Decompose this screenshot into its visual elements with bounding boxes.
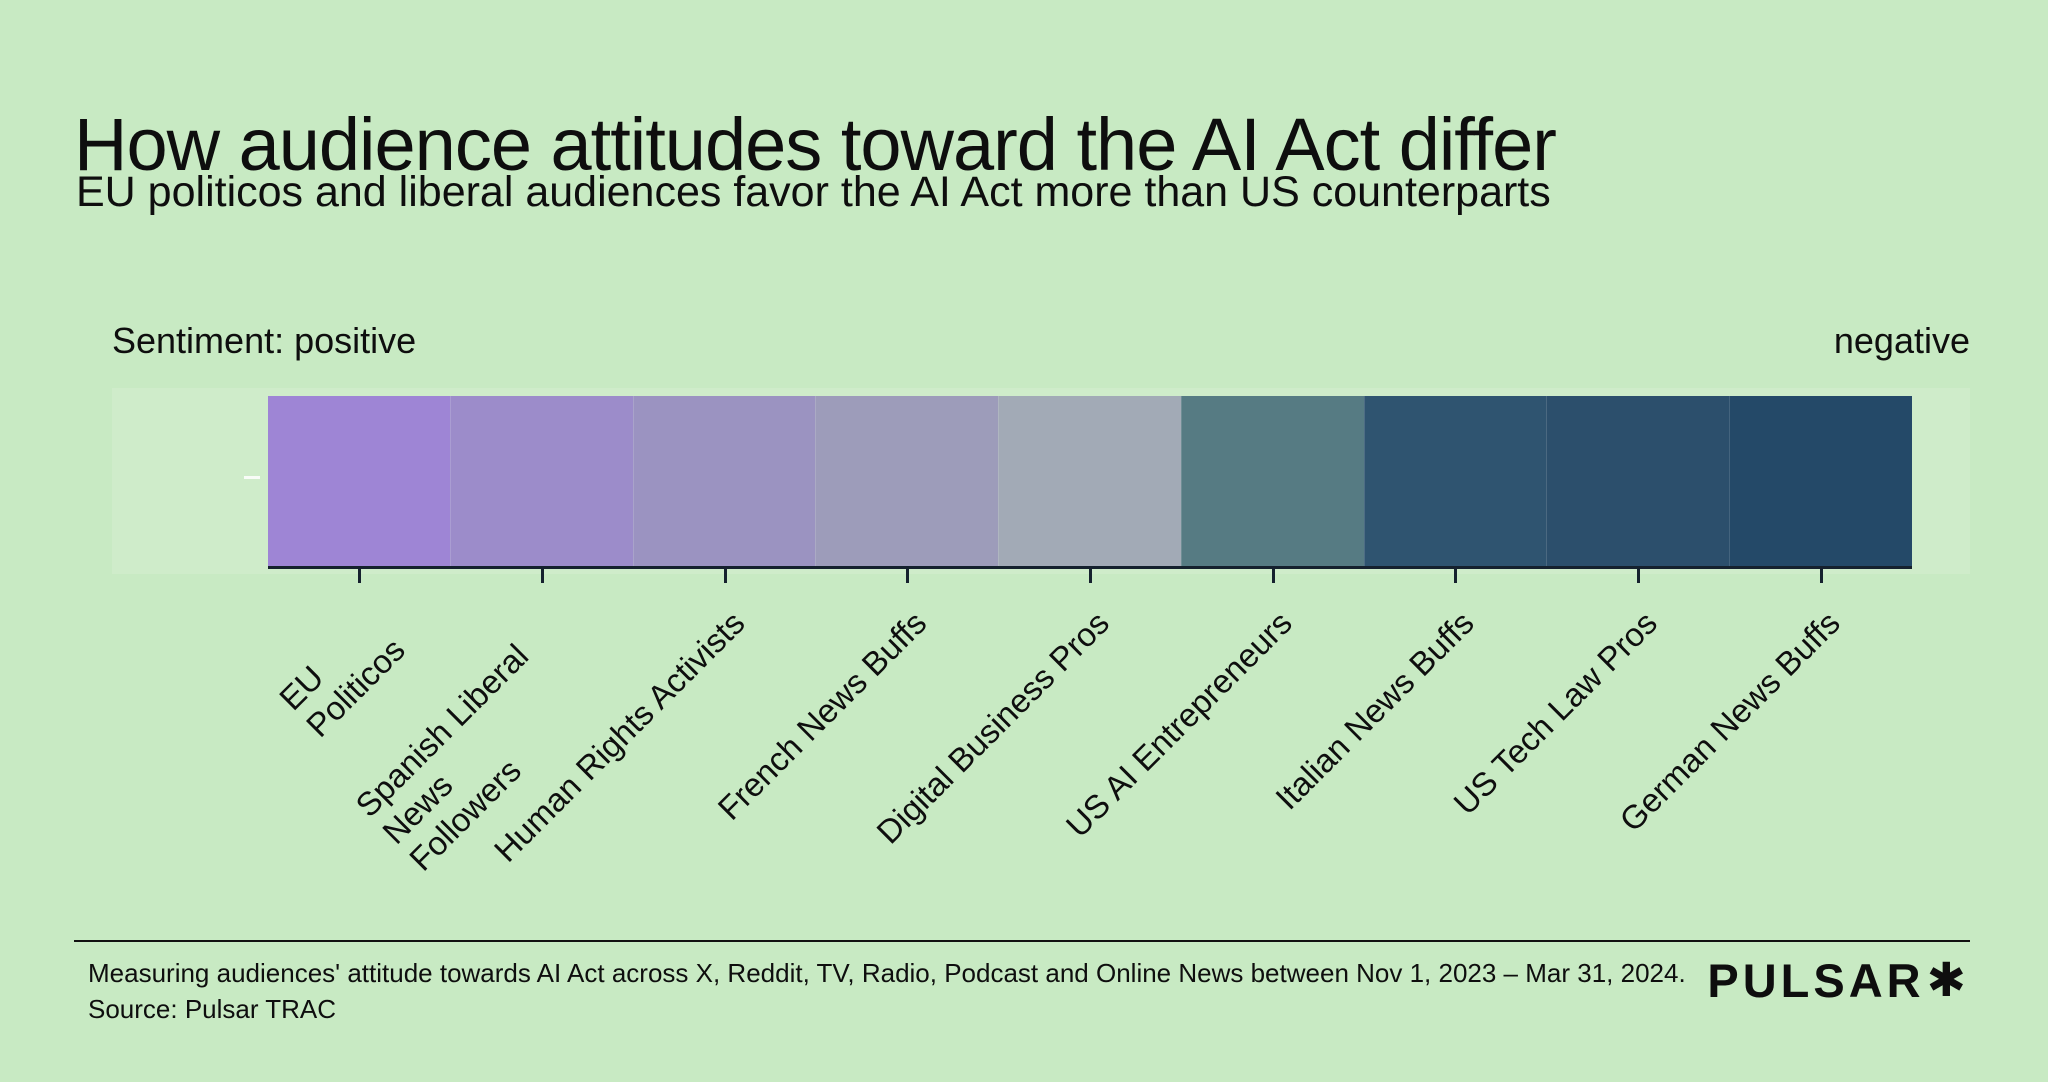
x-axis-label-eu-politicos: EU Politicos: [272, 630, 412, 744]
methodology-note: Measuring audiences' attitude towards AI…: [88, 958, 1686, 988]
source-note: Source: Pulsar TRAC: [88, 994, 337, 1024]
bar-segment-spanish-liberal-news-followers: [449, 396, 633, 566]
pulsar-logo-wordmark: PULSAR: [1707, 953, 1925, 1007]
pulsar-logo-star-icon: ✱: [1926, 953, 1970, 1006]
bar-segment-eu-politicos: [268, 396, 450, 566]
bar-segment-us-tech-law-pros: [1546, 396, 1730, 566]
tick-mark: [1637, 569, 1640, 583]
tick-mark: [1820, 569, 1823, 583]
page-title: How audience attitudes toward the AI Act…: [74, 102, 1557, 186]
tick-mark: [724, 569, 727, 583]
bar-segment-french-news-buffs: [815, 396, 999, 566]
y-axis-tick: [244, 476, 260, 479]
tick-mark: [358, 569, 361, 583]
sentiment-bar: [268, 396, 1913, 566]
x-axis-line: [268, 566, 1912, 569]
tick-mark: [541, 569, 544, 583]
bar-segment-human-rights-activists: [632, 396, 816, 566]
tick-mark: [1454, 569, 1457, 583]
bar-segment-digital-business-pros: [998, 396, 1181, 566]
x-axis-ticks: [268, 569, 1912, 583]
sentiment-scale-label-negative: negative: [1833, 320, 1970, 361]
tick-mark: [1089, 569, 1092, 583]
sentiment-scale-label-positive: Sentiment: positive: [112, 320, 417, 361]
sentiment-scale-row: Sentiment: positive negative: [112, 320, 1970, 362]
x-axis-label-us-tech-law-pros: US Tech Law Pros: [1446, 604, 1665, 822]
pulsar-logo: PULSAR ✱: [1707, 952, 1970, 1008]
tick-mark: [1272, 569, 1275, 583]
bar-segment-italian-news-buffs: [1363, 396, 1547, 566]
bar-segment-german-news-buffs: [1729, 396, 1913, 566]
page-subtitle: EU politicos and liberal audiences favor…: [76, 168, 1551, 216]
tick-mark: [906, 569, 909, 583]
bar-segment-us-ai-entrepreneurs: [1180, 396, 1364, 566]
footer-divider: [74, 940, 1970, 942]
x-axis-label-italian-news-buffs: Italian News Buffs: [1268, 604, 1482, 817]
